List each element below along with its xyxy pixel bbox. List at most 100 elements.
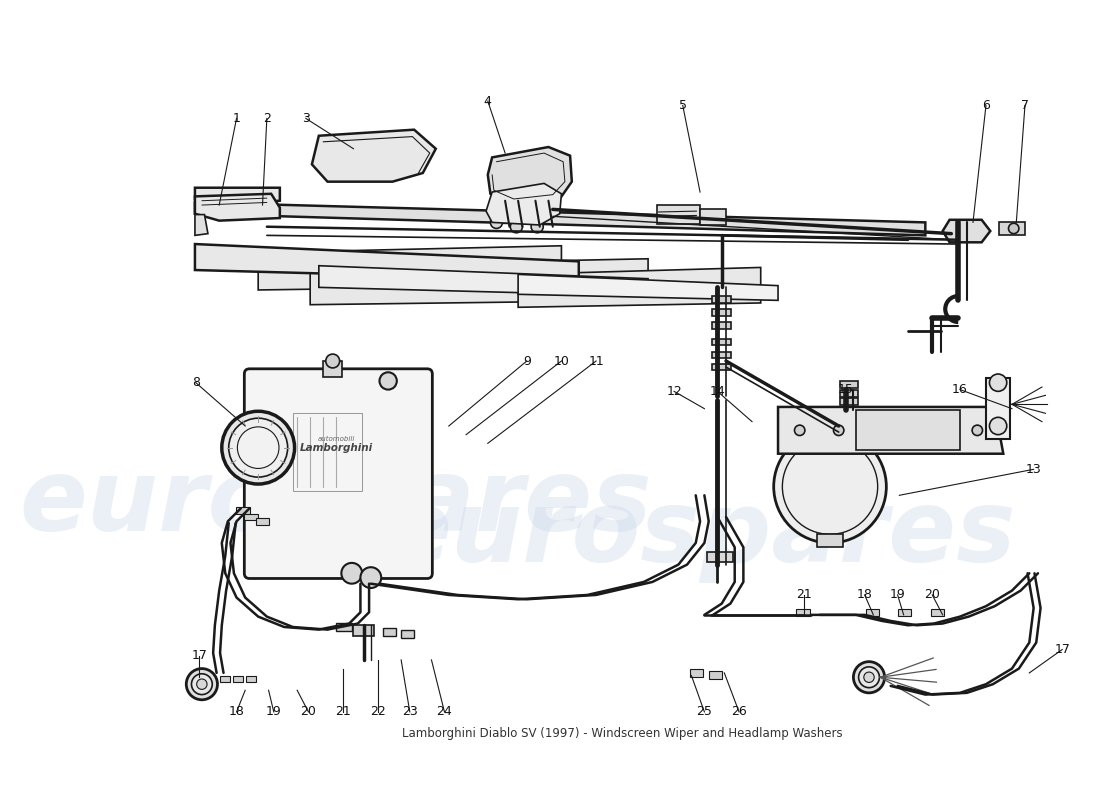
Bar (856, 410, 960, 450)
Polygon shape (195, 188, 279, 205)
Text: eurospares: eurospares (20, 455, 652, 553)
Bar (840, 381, 858, 388)
Polygon shape (518, 274, 778, 300)
Text: 15: 15 (838, 383, 854, 396)
Bar (657, 205, 700, 224)
Polygon shape (486, 183, 561, 225)
Text: 16: 16 (953, 383, 968, 396)
Polygon shape (195, 202, 925, 235)
Bar (220, 675, 231, 682)
Circle shape (881, 425, 891, 435)
Bar (804, 426, 851, 452)
Bar (700, 210, 726, 225)
Text: 9: 9 (522, 354, 530, 367)
Bar (244, 514, 258, 521)
Bar (402, 630, 414, 638)
Text: 14: 14 (710, 385, 725, 398)
Polygon shape (258, 246, 561, 290)
Bar (712, 352, 732, 358)
Polygon shape (312, 130, 436, 182)
Circle shape (972, 425, 982, 435)
Circle shape (491, 216, 503, 229)
Bar (353, 626, 374, 636)
Polygon shape (319, 266, 648, 296)
Bar (712, 322, 732, 329)
Polygon shape (778, 407, 1003, 454)
Text: 8: 8 (191, 376, 200, 389)
Bar (235, 507, 250, 514)
Text: 1: 1 (232, 112, 241, 125)
Circle shape (222, 411, 295, 484)
Circle shape (379, 372, 397, 390)
Circle shape (773, 430, 887, 543)
Text: 6: 6 (982, 99, 990, 112)
Text: Lamborghini Diablo SV (1997) - Windscreen Wiper and Headlamp Washers: Lamborghini Diablo SV (1997) - Windscree… (402, 726, 843, 740)
Bar (840, 390, 858, 397)
Circle shape (229, 418, 287, 477)
Circle shape (341, 563, 362, 584)
Text: 22: 22 (370, 706, 386, 718)
Bar (323, 361, 342, 377)
Bar (246, 675, 256, 682)
Circle shape (834, 425, 844, 435)
Text: 21: 21 (336, 706, 351, 718)
Text: 12: 12 (667, 385, 682, 398)
Text: 11: 11 (588, 354, 604, 367)
Polygon shape (195, 214, 208, 235)
Text: 20: 20 (300, 706, 317, 718)
Polygon shape (310, 258, 648, 305)
Text: 13: 13 (1026, 463, 1042, 476)
Bar (796, 609, 810, 616)
Bar (255, 518, 270, 525)
Polygon shape (195, 244, 579, 281)
Bar (986, 378, 1010, 439)
Circle shape (854, 662, 884, 693)
Polygon shape (195, 194, 279, 221)
Text: 21: 21 (796, 589, 812, 602)
Text: 20: 20 (924, 589, 940, 602)
Circle shape (822, 418, 830, 426)
Bar (817, 534, 843, 547)
Polygon shape (943, 220, 990, 242)
Bar (931, 609, 945, 616)
Bar (337, 622, 352, 631)
Text: 17: 17 (1054, 643, 1070, 656)
Text: 19: 19 (266, 706, 282, 718)
Text: 7: 7 (1021, 99, 1028, 112)
Circle shape (197, 679, 207, 690)
Circle shape (510, 221, 522, 233)
Text: 19: 19 (890, 589, 905, 602)
Bar (690, 670, 703, 678)
Text: Lamborghini: Lamborghini (299, 442, 373, 453)
Circle shape (864, 672, 874, 682)
Bar (712, 309, 732, 316)
Circle shape (859, 667, 879, 688)
Text: 25: 25 (696, 706, 713, 718)
Text: 3: 3 (301, 112, 310, 125)
Text: 5: 5 (679, 99, 686, 112)
Bar (708, 671, 722, 679)
Bar (383, 628, 396, 636)
Bar (293, 413, 362, 491)
Circle shape (238, 427, 279, 469)
FancyBboxPatch shape (244, 369, 432, 578)
Circle shape (191, 674, 212, 694)
Text: 18: 18 (229, 706, 244, 718)
Text: 26: 26 (732, 706, 747, 718)
Circle shape (989, 374, 1006, 391)
Text: 2: 2 (263, 112, 271, 125)
Circle shape (531, 221, 543, 233)
Bar (712, 339, 732, 346)
Polygon shape (487, 147, 572, 205)
Text: eurospares: eurospares (384, 486, 1016, 582)
Text: 24: 24 (437, 706, 452, 718)
Bar (999, 222, 1025, 235)
Circle shape (326, 354, 340, 368)
Bar (707, 552, 733, 562)
Bar (233, 675, 243, 682)
Circle shape (794, 425, 805, 435)
Text: automobili: automobili (318, 436, 355, 442)
Text: 23: 23 (402, 706, 418, 718)
Text: 10: 10 (553, 354, 570, 367)
Bar (813, 415, 843, 428)
